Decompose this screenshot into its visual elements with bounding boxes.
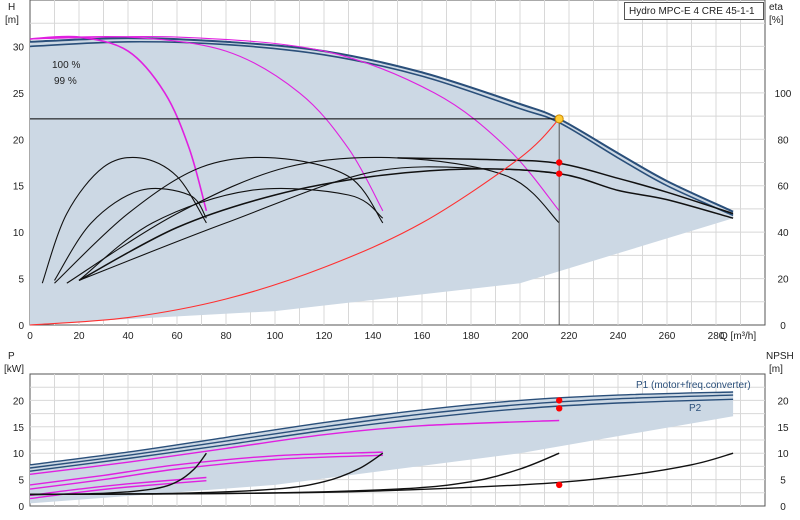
x-tick-label: 160	[414, 331, 431, 342]
bottom-right-tick-label: 5	[780, 476, 786, 487]
series-qh-99	[29, 40, 734, 217]
duty-point-marker	[554, 114, 564, 124]
top-right-tick-label: 0	[780, 321, 786, 332]
chart-title: Hydro MPC-E 4 CRE 45-1-1	[624, 2, 764, 20]
top-series-group	[29, 35, 734, 326]
top-right-tick-label: 40	[777, 228, 789, 239]
x-tick-label: 200	[512, 331, 529, 342]
series-p-2pumps-a	[29, 451, 383, 486]
x-axis-label: Q [m³/h]	[720, 331, 756, 342]
bottom-left-tick-label: 0	[18, 502, 24, 513]
top-left-axis-unit: [m]	[5, 15, 19, 26]
bottom-left-tick-label: 15	[13, 423, 25, 434]
top-right-axis-label: eta	[769, 2, 783, 13]
x-tick-label: 240	[610, 331, 627, 342]
series-eta-3pumps-a	[66, 156, 560, 284]
top-left-tick-label: 20	[13, 135, 25, 146]
series-p2-total	[29, 398, 734, 472]
top-left-tick-label: 25	[13, 89, 25, 100]
series-eta-1pump-b	[54, 187, 207, 281]
series-eta-1pump-a	[41, 156, 207, 284]
bottom-right-axis-unit: [m]	[769, 364, 783, 375]
legend-p1: P1 (motor+freq.converter)	[636, 380, 751, 391]
top-right-axis-unit: [%]	[769, 15, 784, 26]
x-tick-label: 40	[122, 331, 134, 342]
x-tick-label: 260	[659, 331, 676, 342]
series-p1-total-a	[29, 391, 734, 466]
x-tick-label: 80	[220, 331, 232, 342]
bottom-right-tick-label: 0	[780, 502, 786, 513]
bottom-operating-area	[30, 392, 734, 504]
top-left-tick-label: 5	[18, 275, 24, 286]
top-right-tick-label: 20	[777, 275, 789, 286]
bottom-left-tick-label: 5	[18, 476, 24, 487]
bottom-marker	[556, 397, 563, 404]
series-qh-100	[29, 37, 734, 213]
bottom-left-tick-label: 10	[13, 449, 25, 460]
top-left-axis-label: H	[8, 2, 15, 13]
bottom-marker	[556, 481, 563, 489]
bottom-left-tick-label: 20	[13, 396, 25, 407]
top-marker	[556, 159, 563, 166]
x-tick-label: 120	[316, 331, 333, 342]
series-eta-total-2	[397, 157, 734, 215]
series-p-1pump-a	[29, 476, 207, 497]
annotation-99: 99 %	[54, 76, 77, 87]
tick-label-group: 0 20 40 60 80 100 120 140 160 180 200 220 240 260 2800…	[13, 42, 792, 513]
marker-group	[556, 159, 563, 489]
x-tick-label: 20	[73, 331, 85, 342]
top-left-tick-label: 15	[13, 182, 25, 193]
bottom-marker	[556, 405, 563, 412]
top-operating-area	[30, 38, 734, 325]
top-left-tick-label: 10	[13, 228, 25, 239]
legend-p2: P2	[689, 403, 702, 414]
top-left-tick-label: 30	[13, 42, 25, 53]
x-tick-label: 0	[27, 331, 33, 342]
bottom-right-tick-label: 20	[777, 396, 789, 407]
series-p-3pumps	[29, 419, 560, 475]
x-tick-label: 180	[463, 331, 480, 342]
series-npsh-total	[29, 452, 734, 496]
series-p-2pumps-b	[29, 454, 383, 490]
series-p1-total-b	[29, 394, 734, 469]
bottom-left-axis-unit: [kW]	[4, 364, 24, 375]
bottom-right-tick-label: 15	[777, 423, 789, 434]
series-system-curve	[29, 118, 560, 326]
x-tick-label: 100	[267, 331, 284, 342]
series-eta-total	[78, 168, 734, 282]
bottom-series-group	[29, 391, 734, 500]
series-eta-2pumps-b	[78, 187, 384, 281]
bottom-right-axis-label: NPSH	[766, 351, 794, 362]
series-qh-3pumps	[29, 35, 560, 212]
top-left-tick-label: 0	[18, 321, 24, 332]
x-tick-label: 140	[365, 331, 382, 342]
x-tick-label: 220	[561, 331, 578, 342]
top-marker	[556, 170, 563, 177]
bottom-right-tick-label: 10	[777, 449, 789, 460]
annotation-100: 100 %	[52, 60, 80, 71]
x-tick-label: 60	[171, 331, 183, 342]
top-right-tick-label: 80	[777, 135, 789, 146]
bottom-left-axis-label: P	[8, 351, 15, 362]
series-eta-2pumps-a	[54, 156, 384, 284]
top-right-tick-label: 100	[775, 89, 792, 100]
x-tick-label: 280	[708, 331, 725, 342]
top-right-tick-label: 60	[777, 182, 789, 193]
